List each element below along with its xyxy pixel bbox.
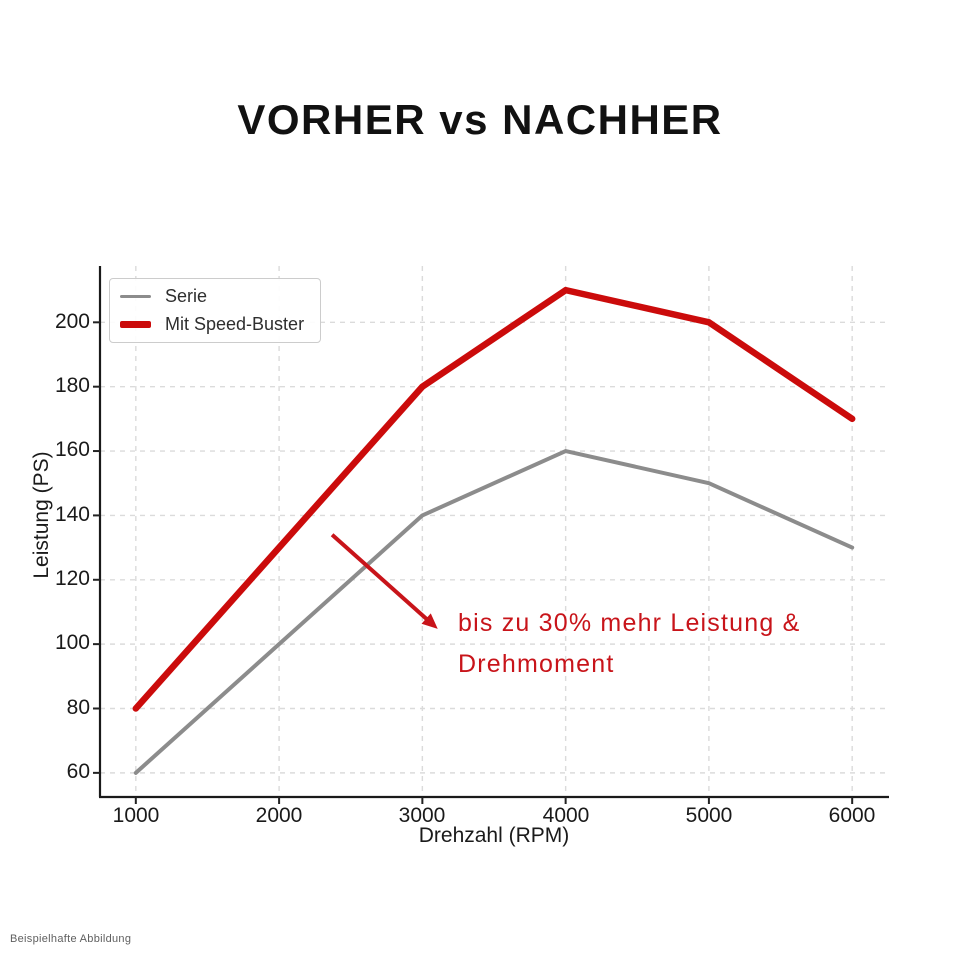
annotation-text: bis zu 30% mehr Leistung & Drehmoment xyxy=(458,603,878,685)
y-tick-60: 60 xyxy=(66,760,90,783)
series-line-serie xyxy=(133,449,855,775)
x-tick-5000: 5000 xyxy=(685,804,733,827)
x-axis-label: Drehzahl (RPM) xyxy=(418,824,570,847)
series-line-mit-speed-buster xyxy=(132,286,856,712)
y-tick-180: 180 xyxy=(54,374,90,397)
x-tick-1000: 1000 xyxy=(112,804,160,827)
annotation-line-1: bis zu 30% mehr Leistung & xyxy=(458,609,801,637)
y-tick-160: 160 xyxy=(54,438,90,461)
legend-swatch-speed-buster xyxy=(120,321,151,328)
annotation-arrowhead xyxy=(421,613,438,629)
legend-label-speed-buster: Mit Speed-Buster xyxy=(165,314,305,334)
y-tick-140: 140 xyxy=(54,503,90,526)
x-tick-3000: 3000 xyxy=(398,804,446,827)
annotation-line-2: Drehmoment xyxy=(458,650,615,678)
legend-item-serie: Serie xyxy=(120,286,304,307)
y-tick-80: 80 xyxy=(66,696,90,719)
footer-disclaimer: Beispielhafte Abbildung xyxy=(10,933,132,945)
legend-item-speed-buster: Mit Speed-Buster xyxy=(120,314,304,335)
y-tick-200: 200 xyxy=(54,310,90,333)
y-tick-100: 100 xyxy=(54,631,90,654)
x-tick-2000: 2000 xyxy=(255,804,303,827)
legend-label-serie: Serie xyxy=(165,286,208,306)
legend-swatch-serie xyxy=(120,294,151,299)
legend: Serie Mit Speed-Buster xyxy=(109,278,322,343)
x-tick-4000: 4000 xyxy=(542,804,590,827)
annotation-arrow xyxy=(330,533,431,624)
x-tick-6000: 6000 xyxy=(828,804,876,827)
page-title: VORHER vs NACHHER xyxy=(237,96,723,143)
y-tick-120: 120 xyxy=(54,567,90,590)
y-axis-label: Leistung (PS) xyxy=(30,451,53,579)
